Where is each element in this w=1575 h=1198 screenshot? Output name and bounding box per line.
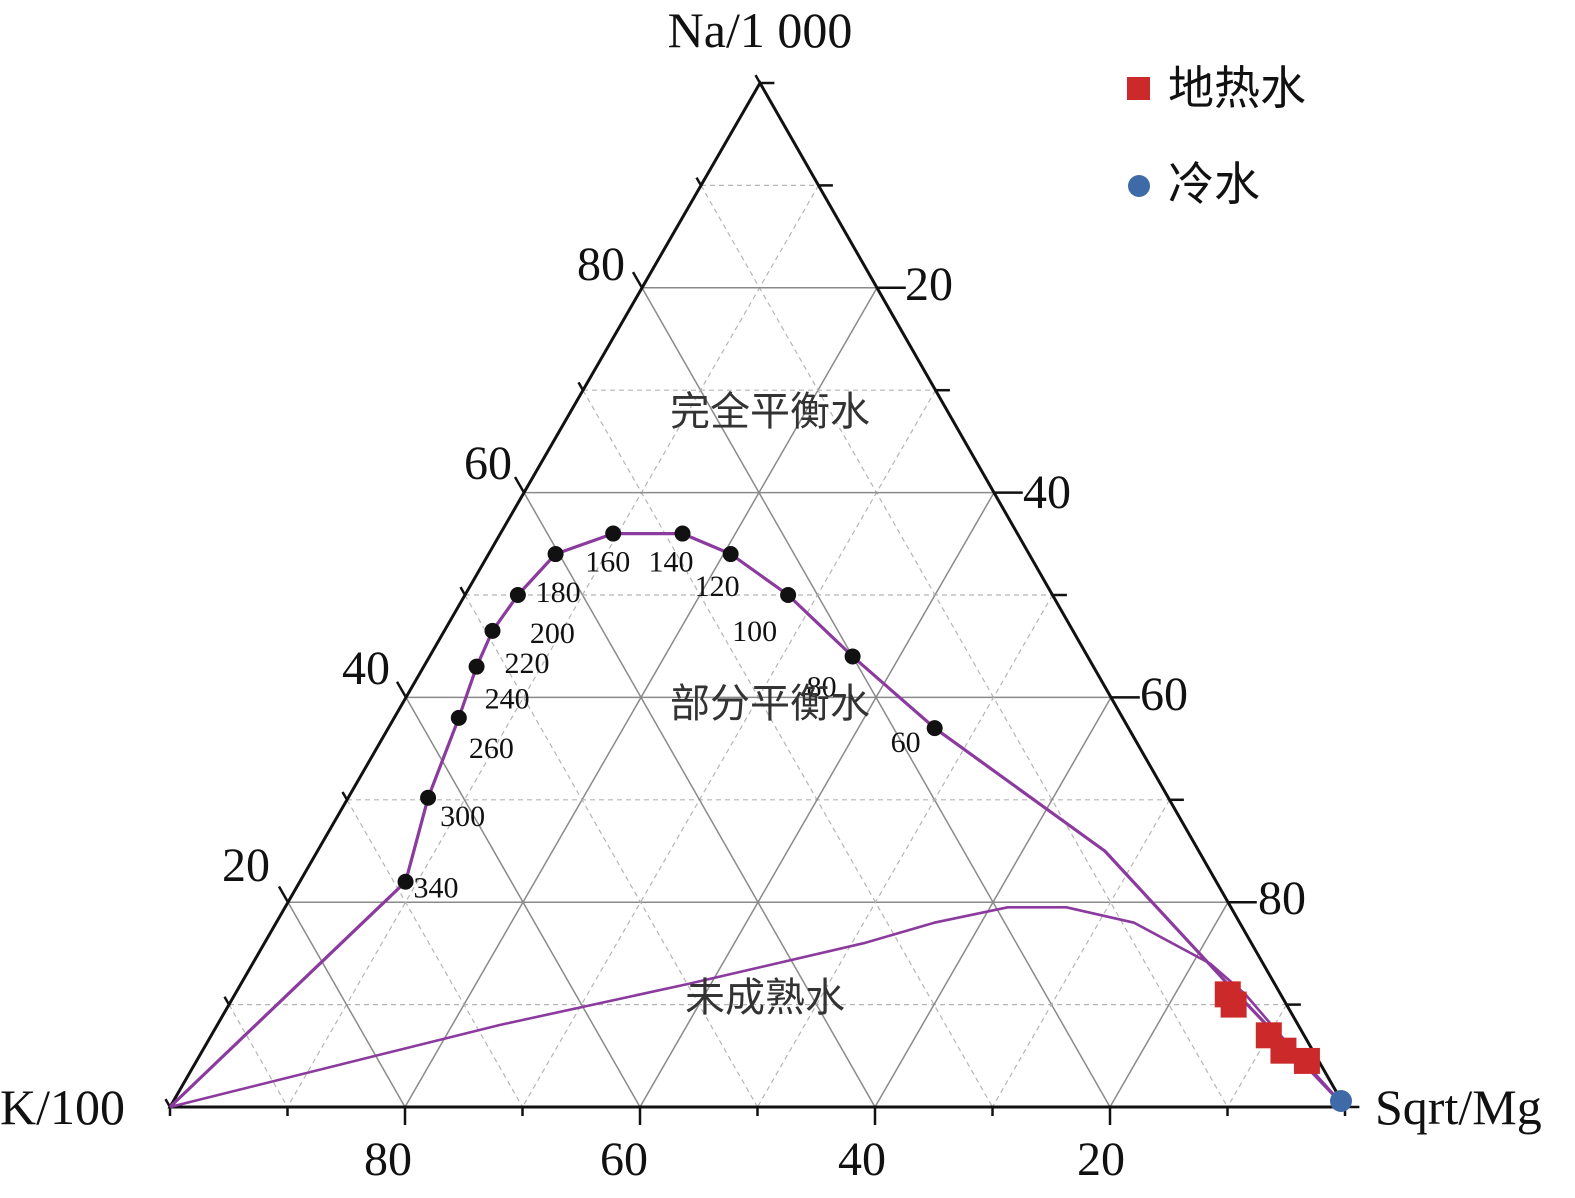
temperature-point-160 xyxy=(605,525,622,542)
grid-line-mg-70 xyxy=(991,799,1171,1108)
axis-title-left: K/100 xyxy=(0,1079,125,1135)
left-tick-10 xyxy=(223,996,231,1006)
grid-line-mg-60 xyxy=(874,697,1112,1108)
temperature-label-120: 120 xyxy=(695,570,740,603)
grid-line-mg-10 xyxy=(286,185,820,1108)
legend-label-geothermal: 地热水 xyxy=(1168,61,1306,115)
bottom-tick-label-20: 20 xyxy=(1077,1133,1125,1186)
left-tick-20 xyxy=(277,885,290,903)
temperature-point-300 xyxy=(420,789,437,806)
temperature-label-300: 300 xyxy=(440,800,485,833)
temperature-point-120 xyxy=(722,546,739,563)
temperature-point-180 xyxy=(547,546,564,563)
left-tick-40 xyxy=(395,681,408,699)
left-tick-30 xyxy=(341,791,349,801)
temperature-label-200: 200 xyxy=(530,617,575,650)
grid-line-mg-30 xyxy=(521,389,937,1108)
left-tick-label-80: 80 xyxy=(577,238,625,291)
grid-line-mg-50 xyxy=(756,594,1054,1108)
legend-marker-geothermal xyxy=(1127,77,1150,100)
right-tick-label-20: 20 xyxy=(905,258,953,311)
bottom-tick-label-60: 60 xyxy=(600,1133,648,1186)
temperature-point-200 xyxy=(509,587,526,603)
tick-marks xyxy=(164,74,1360,1125)
region-label-immature: 未成熟水 xyxy=(685,975,845,1021)
temperature-label-60: 60 xyxy=(891,726,921,759)
temperature-point-260 xyxy=(450,709,467,726)
temperature-point-60 xyxy=(926,720,943,737)
right-tick-label-40: 40 xyxy=(1023,466,1071,519)
geothermal-point-1 xyxy=(1220,991,1247,1018)
temperature-label-340: 340 xyxy=(414,872,459,905)
temperature-label-140: 140 xyxy=(649,546,694,579)
grid-line-k-70 xyxy=(346,799,524,1108)
bottom-tick-label-40: 40 xyxy=(838,1133,886,1186)
axis-title-top: Na/1 000 xyxy=(668,2,853,58)
left-tick-label-20: 20 xyxy=(222,839,270,892)
grid-line-k-90 xyxy=(228,1004,289,1108)
left-tick-100 xyxy=(754,74,762,84)
left-tick-label-40: 40 xyxy=(342,642,390,695)
left-tick-60 xyxy=(513,476,526,494)
grid-line-mg-90 xyxy=(1226,1004,1288,1108)
axis-title-right: Sqrt/Mg xyxy=(1375,1079,1542,1135)
geothermal-point-3 xyxy=(1270,1037,1297,1064)
geothermal-point-4 xyxy=(1293,1047,1320,1074)
right-tick-label-80: 80 xyxy=(1258,872,1306,925)
legend: 地热水 冷水 xyxy=(1127,61,1306,211)
legend-label-cold-water: 冷水 xyxy=(1168,157,1260,211)
grid-line-k-60 xyxy=(405,697,641,1108)
temperature-label-180: 180 xyxy=(536,576,581,609)
legend-marker-cold-water xyxy=(1128,175,1150,197)
left-tick-80 xyxy=(631,271,644,289)
left-tick-label-60: 60 xyxy=(464,437,512,490)
temperature-label-160: 160 xyxy=(585,546,630,579)
temperature-point-340 xyxy=(397,873,414,890)
temperature-point-140 xyxy=(674,525,691,542)
temperature-label-220: 220 xyxy=(505,647,550,680)
cold-water-point-0 xyxy=(1330,1090,1352,1112)
left-tick-50 xyxy=(459,586,467,596)
temperature-label-240: 240 xyxy=(485,683,530,716)
left-tick-90 xyxy=(695,176,703,187)
region-label-full-equilibrium: 完全平衡水 xyxy=(670,389,870,435)
grid-line-k-30 xyxy=(582,389,994,1108)
temperature-point-240 xyxy=(468,658,485,675)
temperature-point-220 xyxy=(484,622,501,639)
temperature-point-100 xyxy=(780,587,797,603)
bottom-tick-label-80: 80 xyxy=(364,1133,412,1186)
region-label-partial-equilibrium: 部分平衡水 xyxy=(670,681,870,727)
temperature-label-100: 100 xyxy=(732,615,777,648)
grid-line-k-10 xyxy=(700,185,1229,1108)
temperature-label-260: 260 xyxy=(469,732,514,765)
grid-line-mg-80 xyxy=(1109,901,1229,1108)
grid-line-k-80 xyxy=(287,901,406,1108)
left-tick-70 xyxy=(577,381,585,391)
temperature-label-80: 80 xyxy=(807,670,837,703)
temperature-point-80 xyxy=(844,648,861,665)
right-tick-label-60: 60 xyxy=(1140,668,1188,721)
